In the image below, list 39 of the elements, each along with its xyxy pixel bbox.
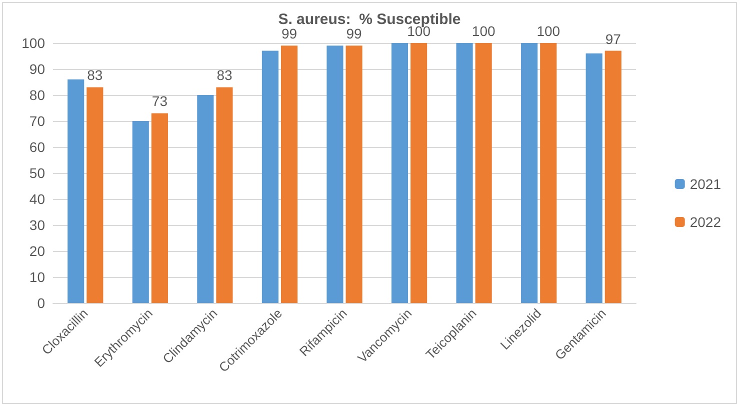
y-tick-label: 50: [29, 165, 46, 181]
data-label: 100: [536, 23, 560, 39]
bar: [391, 43, 408, 303]
y-tick-label: 100: [22, 35, 46, 51]
legend-label: 2022: [690, 214, 722, 230]
bar: [68, 79, 84, 303]
bar: [346, 46, 362, 303]
data-label: 83: [216, 67, 232, 84]
bar: [475, 43, 492, 303]
y-tick-label: 70: [29, 113, 46, 129]
bar: [604, 50, 622, 303]
bar: [456, 43, 473, 303]
y-tick-label: 20: [29, 243, 46, 259]
y-tick-label: 10: [29, 269, 46, 285]
bar: [326, 46, 344, 303]
bar: [521, 43, 538, 303]
y-tick-label: 80: [29, 87, 46, 103]
bar: [410, 43, 428, 303]
y-tick-label: 60: [29, 139, 46, 155]
data-label: 97: [605, 30, 622, 47]
legend-label: 2021: [690, 176, 722, 192]
bar: [197, 95, 214, 303]
bar: [86, 87, 104, 303]
y-tick-label: 90: [29, 61, 46, 77]
data-label: 99: [346, 26, 362, 42]
bar: [262, 50, 278, 303]
bar: [216, 87, 233, 303]
y-tick-label: 0: [37, 295, 46, 311]
bar: [586, 53, 602, 303]
bar: [132, 121, 149, 303]
bar: [540, 43, 557, 303]
data-label: 99: [281, 26, 298, 42]
y-tick-label: 30: [29, 217, 46, 233]
data-label: 83: [87, 67, 103, 84]
data-label: 73: [152, 93, 168, 110]
bar: [280, 46, 298, 303]
y-tick-label: 40: [29, 191, 46, 207]
bar: [151, 113, 168, 303]
data-label: 100: [472, 23, 496, 39]
